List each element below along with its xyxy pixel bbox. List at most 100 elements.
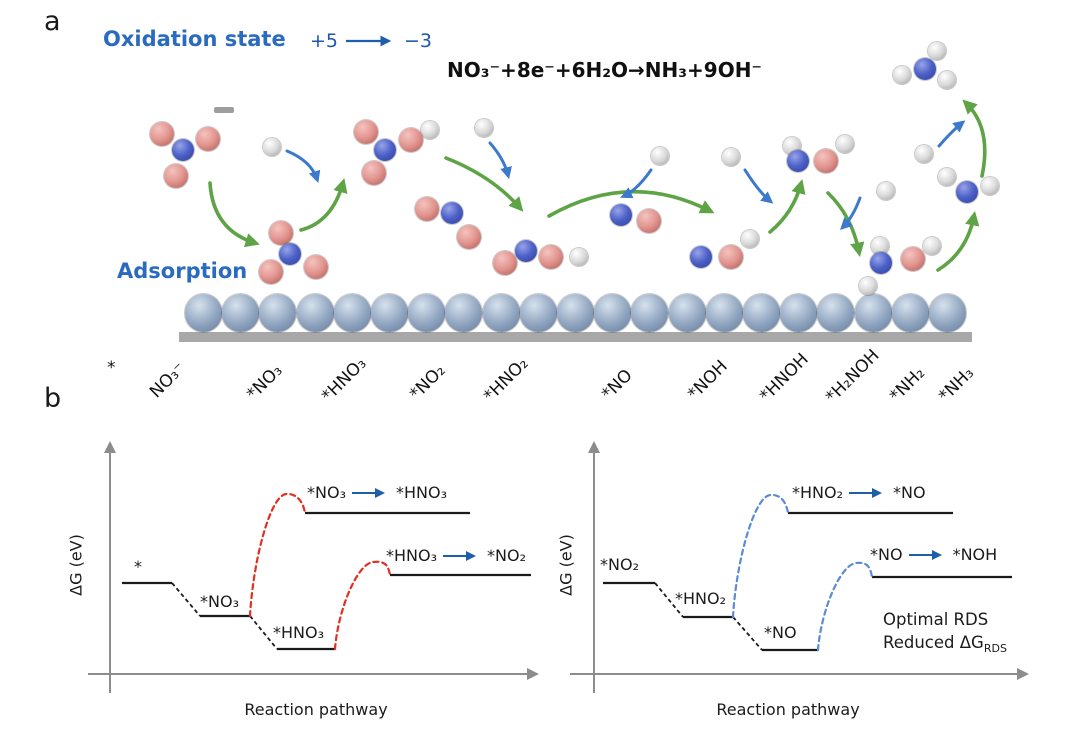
surface-atom (482, 294, 520, 332)
oxidation-state-change: +5 −3 (310, 30, 432, 52)
step-to: *NO (893, 483, 926, 502)
atom-H-*NH2 (981, 177, 999, 195)
annotation-subscript: RDS (983, 642, 1007, 655)
species-label: *NH₂ (886, 363, 930, 407)
atom-H-*NOH (741, 230, 759, 248)
atom-O-*HNO2 (539, 245, 563, 269)
species-label: *NO₂ (406, 360, 450, 405)
green-arrow-no3-to-hno3 (299, 178, 348, 232)
atom-H-free (651, 147, 669, 165)
species-label: *NO₃ (243, 360, 287, 405)
surface-atom (259, 294, 297, 332)
species-label: *HNOH (756, 349, 813, 407)
energy-level-label: *HNO₃ *NO₂ (386, 546, 526, 565)
atom-O-*HNOH (814, 149, 838, 173)
atom-H-free (263, 138, 281, 156)
step-from: *NO₃ (307, 483, 346, 502)
step-from: *NO (870, 545, 903, 564)
step-from: *HNO₃ (386, 546, 438, 565)
surface-atom (333, 294, 371, 332)
surface-atom (519, 294, 557, 332)
atom-N-*HNOH (787, 150, 809, 172)
atom-H-NH3 (938, 71, 956, 89)
right-energy-diagram (570, 441, 1029, 693)
green-arrow-hnoh-to-h2noh (826, 191, 865, 257)
atom-N-NO2 (441, 202, 463, 224)
atom-H-NH3 (893, 66, 911, 84)
surface-atom (370, 294, 409, 332)
catalyst-support-bar (179, 332, 972, 342)
atom-N-*NOH (690, 246, 712, 268)
atom-N-*HNO3 (374, 139, 396, 161)
surface-atom (445, 294, 483, 332)
blue-arrow-h-addition-2 (488, 141, 512, 180)
energy-level-label: *HNO₃ (273, 623, 325, 642)
blue-arrow-h-addition-5 (840, 196, 862, 230)
atom-O-NO2 (415, 197, 439, 221)
atom-H-free (475, 119, 493, 137)
step-arrow-icon (443, 550, 477, 561)
species-label: NO₃⁻ (146, 358, 190, 403)
panel-a-label: a (44, 6, 61, 37)
surface-atom (891, 294, 929, 332)
atom-H-*HNOH (836, 135, 854, 153)
atom-O-*H2NOH (901, 247, 925, 271)
atom-H-*HNOH (783, 137, 801, 155)
green-arrow-nh2-to-nh3 (962, 99, 987, 178)
atom-O-*HNO3 (354, 120, 378, 144)
green-arrow-hno3-to-hno2 (444, 156, 524, 212)
surface-atom (817, 294, 855, 332)
energy-level-label: *HNO₂ (675, 589, 727, 608)
species-label: *NH₃ (935, 363, 979, 407)
atom-O-NO3- (196, 127, 220, 151)
panel-a-reaction-arrows (208, 99, 987, 272)
negative-charge-badge (214, 107, 234, 113)
energy-level-label: *NO₂ (600, 555, 639, 574)
atom-N-*NO3 (279, 243, 301, 265)
step-arrow-icon (849, 487, 883, 498)
energy-level-label: *NO *NOH (870, 545, 997, 564)
species-label: *H₂NOH (822, 345, 884, 408)
oxidation-arrow-icon (346, 35, 392, 47)
surface-atom (408, 294, 446, 332)
blue-arrow-h-addition-6 (937, 120, 966, 148)
atom-N-*HNO2 (515, 240, 537, 262)
y-axis-label: ΔG (eV) (66, 534, 86, 596)
energy-level-label: *NO (764, 623, 797, 642)
species-label: *NOH (684, 356, 732, 405)
barrier-curve (731, 493, 790, 619)
atom-O-*NO3 (269, 221, 293, 245)
species-label: *NO (598, 365, 637, 405)
green-arrow-noh-to-hnoh (768, 179, 806, 234)
atom-O-*HNO3 (362, 161, 386, 185)
left-energy-diagram (88, 441, 539, 693)
atom-H-*H2NOH (923, 237, 941, 255)
surface-atom (854, 294, 892, 332)
atom-N-NH3 (914, 58, 936, 80)
atom-O-NO3- (164, 164, 188, 188)
atom-H-free (877, 182, 895, 200)
oxidation-to: −3 (404, 30, 433, 52)
atom-H-free (915, 145, 933, 163)
green-arrow-no3-adsorption (208, 181, 260, 248)
surface-atom (594, 294, 632, 332)
overall-reaction-equation: NO₃⁻+8e⁻+6H₂O→NH₃+9OH⁻ (447, 58, 762, 82)
energy-level-label: *NO₃ (200, 592, 239, 611)
x-axis-label: Reaction pathway (244, 700, 388, 719)
energy-diagrams-svg (88, 441, 1029, 693)
barrier-curve (816, 561, 874, 652)
adsorption-label: Adsorption (117, 259, 248, 283)
surface-atom (780, 294, 818, 332)
oxidation-state-label: Oxidation state (103, 27, 286, 51)
step-to: *HNO₃ (395, 483, 447, 502)
step-connector (171, 582, 201, 617)
atom-N-NO3- (172, 139, 194, 161)
energy-level-label: *NO₃ *HNO₃ (307, 483, 447, 502)
atom-O-NO (637, 209, 661, 233)
step-connector (732, 616, 763, 651)
atom-O-*HNO3 (399, 128, 423, 152)
atom-H-*H2NOH (871, 237, 889, 255)
energy-level-label: * (134, 557, 142, 576)
